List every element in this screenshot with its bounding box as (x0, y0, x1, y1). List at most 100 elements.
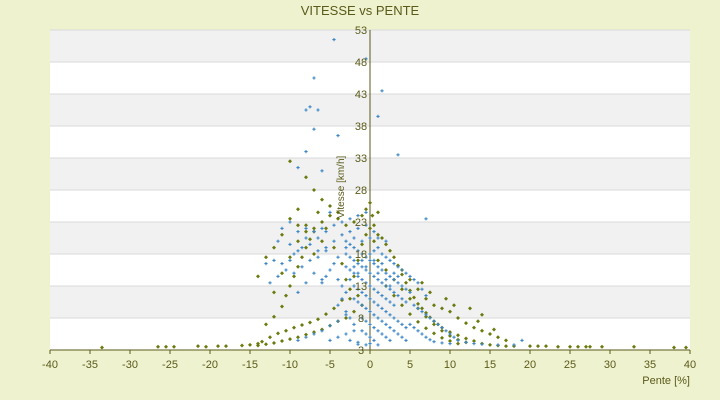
data-point (424, 310, 428, 315)
data-point (384, 310, 388, 314)
data-point (348, 296, 352, 301)
data-point (296, 335, 300, 340)
data-point (360, 242, 364, 247)
data-point (276, 274, 280, 278)
data-point (380, 332, 384, 336)
data-point (488, 332, 492, 336)
data-point (456, 341, 460, 346)
data-point (308, 258, 312, 262)
data-point (348, 268, 352, 272)
data-point (396, 319, 400, 323)
data-point (304, 281, 308, 285)
data-point (344, 277, 348, 282)
data-point (332, 262, 336, 266)
data-point (448, 342, 452, 346)
data-point (320, 281, 324, 285)
data-point (352, 265, 356, 269)
data-point (348, 278, 352, 282)
y-tick-label: 3 (358, 345, 364, 357)
data-point (348, 255, 352, 259)
y-tick-label: 43 (355, 89, 367, 101)
data-point (288, 242, 292, 246)
data-point (272, 258, 276, 262)
data-point (292, 271, 296, 275)
data-point (368, 200, 372, 205)
data-point (380, 89, 384, 93)
data-point (340, 297, 344, 301)
data-point (280, 262, 284, 266)
data-point (296, 249, 300, 253)
data-point (368, 284, 372, 288)
data-point (332, 223, 336, 227)
data-point (372, 326, 376, 330)
data-point (392, 303, 396, 307)
data-point (368, 335, 372, 339)
y-tick-label: 38 (355, 121, 367, 133)
data-point (296, 230, 300, 234)
data-point (304, 108, 308, 112)
data-point (584, 344, 588, 349)
data-point (364, 232, 368, 237)
data-point (384, 297, 388, 301)
data-point (368, 297, 372, 301)
data-point (360, 316, 364, 320)
data-point (304, 150, 308, 154)
data-point (360, 258, 364, 262)
x-tick-label: -25 (162, 359, 178, 371)
data-point (400, 335, 404, 339)
data-point (448, 333, 452, 338)
data-point (312, 252, 316, 256)
data-point (416, 301, 420, 306)
data-point (376, 232, 380, 237)
data-point (424, 217, 428, 221)
data-point (308, 242, 312, 246)
data-point (344, 290, 348, 294)
data-point (304, 332, 308, 337)
data-point (480, 312, 484, 317)
data-point (292, 252, 296, 256)
data-point (440, 341, 444, 345)
data-point (404, 271, 408, 275)
data-point (368, 236, 372, 240)
data-point (324, 312, 328, 317)
data-point (372, 274, 376, 278)
data-point (264, 342, 268, 347)
data-point (456, 338, 460, 342)
data-point (352, 271, 356, 275)
data-point (376, 265, 380, 269)
data-point (400, 268, 404, 272)
data-point (372, 262, 376, 266)
data-point (308, 237, 312, 242)
data-point (348, 242, 352, 246)
data-point (296, 239, 300, 244)
data-point (324, 226, 328, 231)
data-point (288, 258, 292, 262)
data-point (432, 331, 436, 336)
data-point (344, 223, 348, 228)
data-point (280, 339, 284, 344)
x-tick-label: 30 (604, 359, 616, 371)
data-point (440, 335, 444, 340)
data-point (300, 255, 304, 260)
data-point (356, 262, 360, 266)
chart-title: VITESSE vs PENTE (300, 3, 420, 18)
data-point (364, 255, 368, 259)
data-point (376, 246, 380, 250)
data-point (364, 281, 368, 285)
data-point (376, 278, 380, 282)
data-point (344, 239, 348, 243)
data-point (336, 134, 340, 138)
data-point (336, 335, 340, 339)
x-axis-label: Pente [%] (642, 375, 690, 387)
data-point (328, 210, 332, 214)
data-point (296, 290, 300, 294)
data-point (392, 329, 396, 333)
data-point (400, 322, 404, 326)
data-point (380, 319, 384, 323)
data-point (388, 326, 392, 330)
data-point (356, 300, 360, 304)
data-point (444, 296, 448, 301)
data-point (380, 236, 384, 240)
data-point (224, 344, 228, 349)
